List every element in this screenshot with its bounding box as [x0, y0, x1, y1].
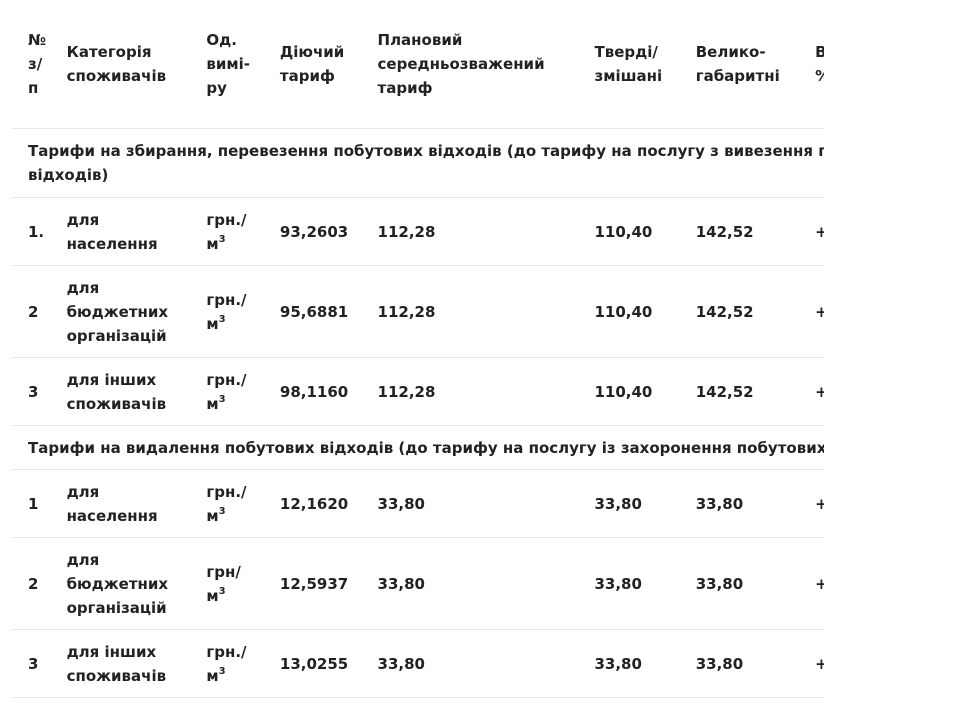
row-unit: грн./ м3	[190, 265, 264, 358]
tariff-table-viewport: № з/п Категорія споживачів Од. вимі- ру …	[12, 0, 824, 711]
row-solid: 110,40	[578, 197, 680, 266]
header-solid: Тверді/ змішані	[578, 0, 680, 129]
row-growth: +19,	[799, 197, 824, 266]
row-unit: грн./ м3	[190, 197, 264, 266]
table-row: 3 для інших споживачів грн./ м3 13,0255 …	[12, 629, 824, 698]
row-solid: 33,80	[578, 537, 680, 630]
header-planned-tariff: Плановий середньозважений тариф	[361, 0, 579, 129]
table-row: 1. для населення грн./ м3 93,2603 112,28…	[12, 197, 824, 266]
row-current-tariff: 95,6881	[263, 265, 362, 358]
row-unit: грн./ м3	[190, 469, 264, 538]
section-title-row: Тарифи на збирання, перевезення побутови…	[12, 128, 824, 198]
row-num: 2	[12, 265, 51, 358]
row-planned-tariff: 112,28	[361, 357, 579, 426]
table-row: 1 для населення грн./ м3 12,1620 33,80 3…	[12, 469, 824, 538]
row-category: для населення	[50, 469, 191, 538]
row-num: 1	[12, 469, 51, 538]
row-num: 1.	[12, 197, 51, 266]
row-solid: 110,40	[578, 357, 680, 426]
row-current-tariff: 13,0255	[263, 629, 362, 698]
row-solid: 33,80	[578, 469, 680, 538]
row-planned-tariff: 33,80	[361, 469, 579, 538]
row-num: 3	[12, 357, 51, 426]
header-category: Категорія споживачів	[50, 0, 191, 129]
row-growth: +177	[799, 469, 824, 538]
section-2-title: Тарифи на видалення побутових відходів (…	[12, 425, 824, 470]
row-planned-tariff: 33,80	[361, 629, 579, 698]
row-growth: +14,	[799, 357, 824, 426]
tariff-table: № з/п Категорія споживачів Од. вимі- ру …	[12, 0, 824, 698]
row-current-tariff: 93,2603	[263, 197, 362, 266]
row-current-tariff: 12,5937	[263, 537, 362, 630]
row-category: для бюджетних організацій	[50, 265, 191, 358]
row-planned-tariff: 112,28	[361, 197, 579, 266]
row-bulky: 33,80	[679, 469, 800, 538]
row-num: 3	[12, 629, 51, 698]
row-solid: 110,40	[578, 265, 680, 358]
row-num: 2	[12, 537, 51, 630]
row-bulky: 33,80	[679, 537, 800, 630]
header-num: № з/п	[12, 0, 51, 129]
table-row: 3 для інших споживачів грн./ м3 98,1160 …	[12, 357, 824, 426]
table-row: 2 для бюджетних організацій грн./ м3 95,…	[12, 265, 824, 358]
row-planned-tariff: 112,28	[361, 265, 579, 358]
row-growth: +17,	[799, 265, 824, 358]
row-growth: +168	[799, 537, 824, 630]
row-solid: 33,80	[578, 629, 680, 698]
row-bulky: 142,52	[679, 357, 800, 426]
row-category: для бюджетних організацій	[50, 537, 191, 630]
header-growth: Відсоток зростання %	[799, 0, 824, 129]
row-planned-tariff: 33,80	[361, 537, 579, 630]
row-unit: грн./ м3	[190, 629, 264, 698]
section-1-title: Тарифи на збирання, перевезення побутови…	[12, 128, 824, 198]
row-category: для інших споживачів	[50, 357, 191, 426]
row-current-tariff: 98,1160	[263, 357, 362, 426]
row-bulky: 33,80	[679, 629, 800, 698]
header-unit: Од. вимі- ру	[190, 0, 264, 129]
row-category: для інших споживачів	[50, 629, 191, 698]
table-row: 2 для бюджетних організацій грн/ м3 12,5…	[12, 537, 824, 630]
row-unit: грн./ м3	[190, 357, 264, 426]
header-current-tariff: Діючий тариф	[263, 0, 362, 129]
table-header-row: № з/п Категорія споживачів Од. вимі- ру …	[12, 0, 824, 129]
header-bulky: Велико- габаритні	[679, 0, 800, 129]
row-category: для населення	[50, 197, 191, 266]
row-unit: грн/ м3	[190, 537, 264, 630]
row-bulky: 142,52	[679, 265, 800, 358]
row-bulky: 142,52	[679, 197, 800, 266]
section-title-row: Тарифи на видалення побутових відходів (…	[12, 425, 824, 470]
row-current-tariff: 12,1620	[263, 469, 362, 538]
row-growth: +159	[799, 629, 824, 698]
